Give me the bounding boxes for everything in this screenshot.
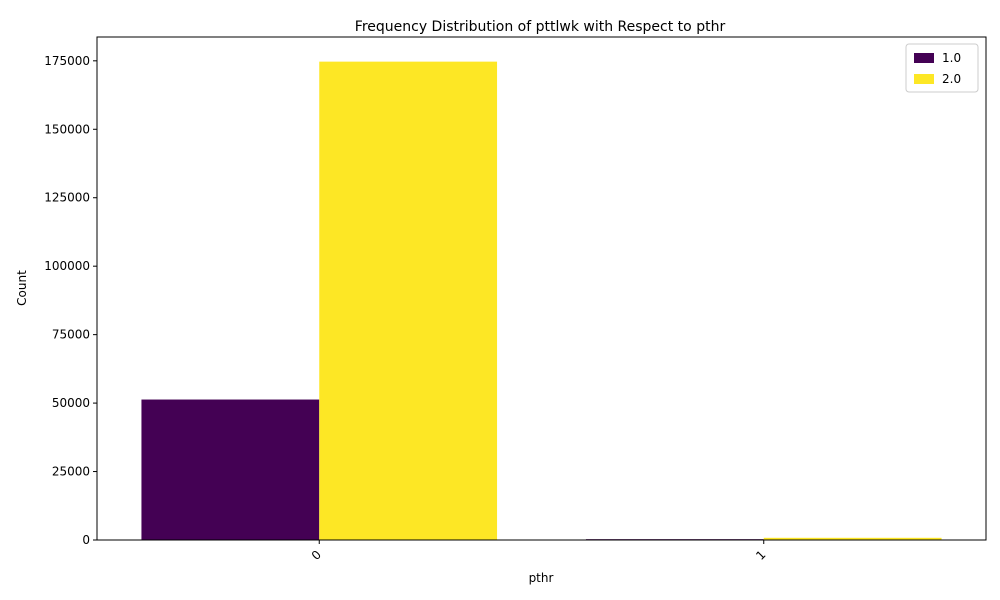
y-tick-label: 100000 <box>44 259 90 273</box>
legend-swatch <box>914 74 934 84</box>
y-tick-label: 150000 <box>44 122 90 136</box>
bar-2-0-cat-1 <box>763 537 942 540</box>
y-tick-label: 125000 <box>44 191 90 205</box>
bar-2-0-cat-0 <box>319 61 498 541</box>
y-tick-label: 50000 <box>52 396 90 410</box>
plot-frame <box>96 36 987 541</box>
legend-swatch <box>914 53 934 63</box>
y-tick-label: 75000 <box>52 328 90 342</box>
legend-label: 2.0 <box>942 72 961 86</box>
x-axis-label: pthr <box>529 571 554 585</box>
y-tick-label: 175000 <box>44 54 90 68</box>
bars-group <box>141 61 942 541</box>
legend-label: 1.0 <box>942 51 961 65</box>
bar-1-0-cat-0 <box>141 399 320 540</box>
y-axis-label: Count <box>15 270 29 306</box>
legend: 1.0 2.0 <box>905 43 979 93</box>
y-tick-label: 0 <box>82 533 90 547</box>
chart-title: Frequency Distribution of pttlwk with Re… <box>355 19 726 35</box>
y-axis: 0 25000 50000 75000 100000 125000 150000 175000 <box>44 54 97 547</box>
y-tick-label: 25000 <box>52 465 90 479</box>
